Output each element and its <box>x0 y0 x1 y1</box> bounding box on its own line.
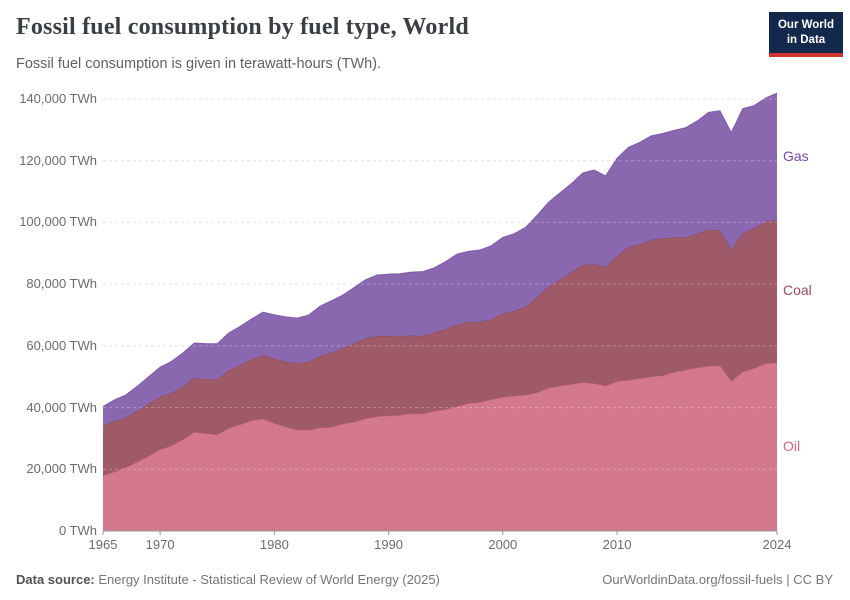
x-axis-label: 1965 <box>88 537 118 552</box>
y-axis-label: 120,000 TWh <box>19 152 97 168</box>
x-axis-label: 1980 <box>259 537 289 552</box>
y-axis-label: 60,000 TWh <box>26 337 97 353</box>
gas-legend-label[interactable]: Gas <box>783 147 809 164</box>
y-axis-label: 100,000 TWh <box>19 214 97 230</box>
data-source-note: Data source: Energy Institute - Statisti… <box>16 572 440 587</box>
page-title: Fossil fuel consumption by fuel type, Wo… <box>16 14 469 40</box>
chart-subtitle: Fossil fuel consumption is given in tera… <box>16 56 382 72</box>
data-source-value: Energy Institute - Statistical Review of… <box>94 572 440 587</box>
y-axis-label: 0 TWh <box>58 523 97 538</box>
chart-footer: Data source: Energy Institute - Statisti… <box>0 570 850 594</box>
y-axis-label: 140,000 TWh <box>19 91 97 106</box>
owid-logo-line2: in Data <box>786 33 826 46</box>
credit-link[interactable]: OurWorldinData.org/fossil-fuels | CC BY <box>602 572 833 587</box>
coal-legend-label[interactable]: Coal <box>783 282 812 299</box>
x-axis-label: 2010 <box>602 537 632 552</box>
y-axis-label: 80,000 TWh <box>26 276 97 292</box>
owid-logo: Our World in Data <box>769 12 843 57</box>
data-source-label: Data source: <box>16 572 95 587</box>
x-axis-label: 1970 <box>145 537 175 552</box>
oil-area[interactable] <box>103 362 777 531</box>
gas-edge <box>102 92 778 408</box>
y-axis-label: 40,000 TWh <box>26 399 97 415</box>
owid-logo-line1: Our World <box>777 19 834 31</box>
x-axis-label: 2000 <box>488 537 518 552</box>
x-axis-label: 2024 <box>762 537 792 552</box>
x-axis-label: 1990 <box>374 537 404 552</box>
coal-area[interactable] <box>103 220 777 476</box>
oil-legend-label[interactable]: Oil <box>783 437 801 454</box>
gas-area[interactable] <box>103 93 777 426</box>
y-axis-label: 20,000 TWh <box>26 461 97 477</box>
